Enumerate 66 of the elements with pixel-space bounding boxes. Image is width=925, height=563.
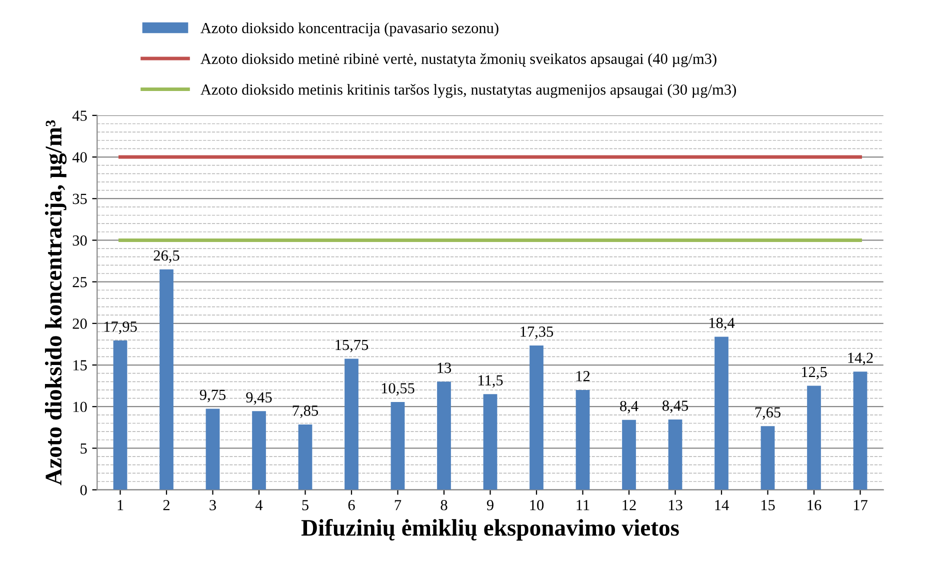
x-tick-label: 1 bbox=[118, 500, 124, 510]
data-label: 17,95 bbox=[104, 322, 137, 334]
bar bbox=[760, 426, 775, 490]
bar bbox=[483, 394, 498, 490]
data-label: 9,45 bbox=[246, 392, 272, 405]
x-tick-label: 2 bbox=[163, 500, 170, 510]
data-label: 12,5 bbox=[802, 366, 827, 380]
bar bbox=[530, 345, 544, 490]
data-label: 26,5 bbox=[154, 250, 180, 263]
bar bbox=[298, 424, 312, 490]
legend-label: Azoto dioksido metinė ribinė vertė, nustatyta žmonių sveikatos apsaugai (40 µg/m3) bbox=[200, 53, 716, 68]
data-label: 14,2 bbox=[848, 352, 873, 366]
x-tick-label: 14 bbox=[715, 500, 729, 510]
x-tick-label: 4 bbox=[255, 500, 263, 510]
x-tick-label: 6 bbox=[348, 500, 355, 510]
data-label: 7,65 bbox=[755, 407, 781, 420]
bar bbox=[807, 386, 821, 490]
y-tick-label: 35 bbox=[72, 194, 87, 204]
x-tick-label: 10 bbox=[530, 500, 544, 510]
data-label: 12 bbox=[576, 371, 590, 382]
y-axis-title: Azoto dioksido koncentracija, µg/m³ bbox=[44, 120, 67, 486]
x-tick-label: 9 bbox=[486, 500, 494, 510]
data-label: 17,35 bbox=[520, 326, 554, 339]
x-tick-label: 11 bbox=[576, 500, 590, 510]
y-tick-label: 40 bbox=[72, 152, 87, 162]
x-tick-label: 7 bbox=[394, 500, 402, 510]
bar bbox=[160, 269, 174, 490]
bar bbox=[206, 408, 220, 490]
x-tick-label: 5 bbox=[302, 500, 308, 510]
bar bbox=[668, 420, 682, 490]
x-tick-label: 16 bbox=[808, 500, 822, 510]
x-tick-label: 12 bbox=[622, 500, 636, 510]
y-tick-label: 30 bbox=[72, 235, 87, 246]
bar bbox=[576, 390, 590, 490]
data-label: 11,5 bbox=[478, 375, 503, 388]
x-tick-label: 13 bbox=[668, 500, 682, 510]
bar bbox=[714, 336, 728, 490]
bar bbox=[853, 372, 868, 490]
data-label: 10,55 bbox=[382, 383, 414, 396]
x-axis-title: Difuzinių ėmiklių eksponavimo vietos bbox=[301, 518, 679, 541]
bar bbox=[252, 411, 266, 490]
bar bbox=[390, 402, 405, 490]
data-label: 8,45 bbox=[662, 400, 688, 414]
y-tick-label: 5 bbox=[80, 444, 87, 454]
x-tick-label: 17 bbox=[854, 500, 868, 510]
data-label: 18,4 bbox=[709, 318, 735, 330]
data-label: 13 bbox=[438, 362, 452, 373]
x-tick-label: 8 bbox=[440, 500, 448, 510]
data-label: 15,75 bbox=[336, 340, 368, 352]
y-tick-label: 15 bbox=[73, 360, 87, 370]
x-tick-label: 15 bbox=[761, 500, 775, 510]
y-tick-label: 20 bbox=[72, 318, 87, 329]
legend-label: Azoto dioksido metinis kritinis taršos lygis, nustatytas augmenijos apsaugai (30 µg/m3) bbox=[200, 84, 736, 98]
y-tick-label: 45 bbox=[72, 110, 87, 121]
bar bbox=[344, 358, 358, 490]
bar bbox=[622, 420, 636, 490]
x-tick-label: 3 bbox=[210, 500, 216, 510]
legend-label: Azoto dioksido koncentracija (pavasario sezonu) bbox=[200, 22, 498, 36]
bar bbox=[437, 382, 451, 490]
y-tick-label: 10 bbox=[73, 402, 87, 412]
data-label: 8,4 bbox=[620, 400, 638, 414]
y-tick-label: 0 bbox=[80, 484, 87, 496]
bar bbox=[113, 340, 128, 490]
data-label: 9,75 bbox=[200, 390, 226, 402]
data-label: 7,85 bbox=[292, 406, 318, 418]
y-tick-label: 25 bbox=[72, 276, 87, 288]
